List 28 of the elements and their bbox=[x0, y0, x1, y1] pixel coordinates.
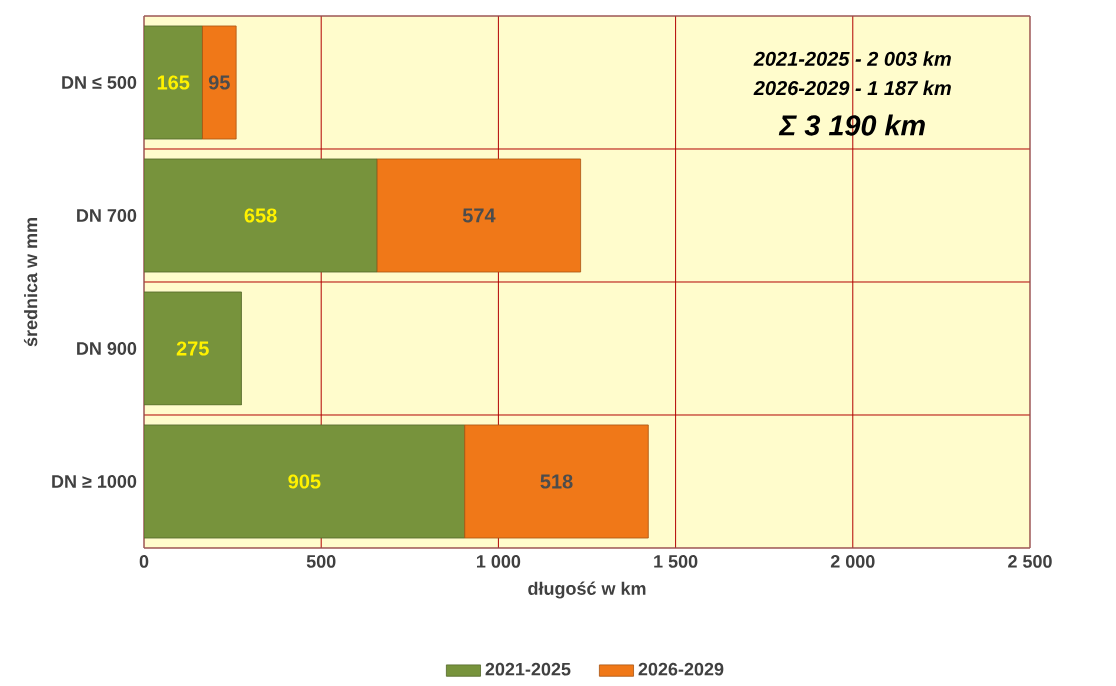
x-tick-label: 1 000 bbox=[477, 554, 521, 568]
data-label: 905 bbox=[288, 474, 321, 489]
bar bbox=[144, 424, 466, 539]
data-label: 95 bbox=[208, 75, 230, 90]
annotation: 2026-2029 - 1 187 km bbox=[753, 80, 951, 95]
bar bbox=[464, 424, 649, 539]
x-tick-label: 0 bbox=[139, 554, 149, 568]
data-label: 574 bbox=[462, 208, 496, 223]
legend-label: 2026-2029 bbox=[638, 662, 724, 676]
data-label: 518 bbox=[540, 474, 573, 489]
legend-label: 2021-2025 bbox=[485, 662, 571, 676]
data-label: 165 bbox=[157, 75, 190, 90]
x-tick-label: 500 bbox=[306, 554, 336, 568]
bar bbox=[202, 25, 237, 140]
y-tick-label: DN ≥ 1000 bbox=[52, 474, 137, 488]
x-tick-label: 2 500 bbox=[1008, 554, 1052, 568]
y-tick-label: DN 700 bbox=[77, 208, 137, 222]
data-label: 275 bbox=[176, 341, 209, 356]
x-tick-label: 2 000 bbox=[830, 554, 875, 568]
bar bbox=[144, 291, 242, 406]
x-tick-label: 1 500 bbox=[654, 554, 698, 568]
bar bbox=[376, 158, 582, 273]
y-tick-label: DN 900 bbox=[77, 341, 137, 355]
y-tick-label: DN ≤ 500 bbox=[62, 75, 137, 89]
x-axis-title: długość w km bbox=[528, 581, 646, 599]
annotation: 2021-2025 - 2 003 km bbox=[753, 51, 951, 66]
y-axis-title: średnica w mm bbox=[23, 217, 38, 347]
data-label: 658 bbox=[244, 208, 277, 223]
